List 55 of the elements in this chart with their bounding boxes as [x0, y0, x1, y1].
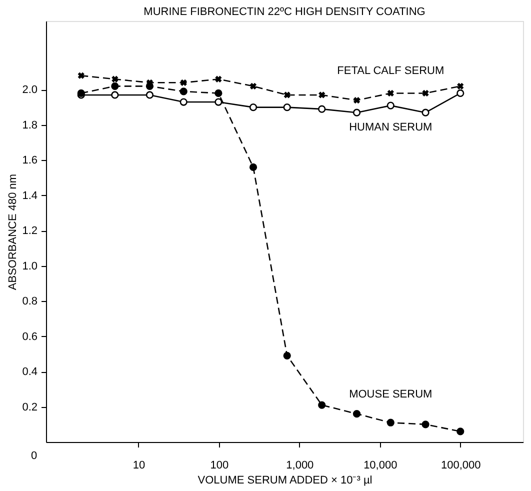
point	[386, 418, 394, 426]
x-tick-label: 10,000	[364, 460, 398, 472]
y-tick-label: 0.6	[22, 330, 38, 343]
point	[78, 72, 84, 79]
point	[352, 108, 361, 116]
y-axis-title: ABSORBANCE 480 nm	[7, 174, 20, 290]
y-tick-label: 0.8	[22, 296, 38, 308]
y-tick-label: 1.8	[22, 119, 38, 132]
point	[318, 401, 326, 409]
point	[386, 102, 394, 110]
point	[146, 82, 154, 90]
y-tick-label: 1.6	[22, 154, 38, 167]
point	[215, 76, 222, 82]
point	[180, 98, 188, 106]
y-tick-label: 2.0	[22, 84, 38, 96]
y-tick-label: 1.2	[22, 225, 38, 238]
point	[112, 76, 118, 82]
y-tick-label: 0.2	[22, 401, 38, 414]
x-tick-label: 100,000	[440, 460, 481, 472]
text: 0	[30, 450, 38, 462]
point	[214, 98, 222, 106]
point	[353, 96, 360, 104]
point	[422, 420, 430, 428]
point	[387, 90, 394, 97]
point	[146, 91, 154, 99]
x-tick-label: 1,000	[286, 460, 314, 472]
series-label: HUMAN SERUM	[349, 122, 432, 134]
point	[284, 92, 290, 98]
chart-title: MURINE FIBRONECTIN 22ºC HIGH DENSITY COATING	[144, 6, 426, 18]
point	[422, 108, 430, 116]
x-tick-label: 100	[210, 460, 229, 472]
point	[283, 352, 291, 360]
point	[111, 91, 119, 99]
point	[283, 104, 291, 112]
point	[180, 88, 188, 96]
point	[457, 82, 464, 90]
point	[180, 79, 187, 86]
y-tick-label: 0.4	[22, 366, 38, 378]
point	[249, 163, 258, 172]
point	[249, 104, 258, 112]
point	[456, 428, 464, 436]
point	[250, 82, 257, 90]
x-axis-title: VOLUME SERUM ADDED × 10⁻³ µl	[198, 474, 372, 486]
point	[111, 82, 119, 90]
point	[318, 92, 326, 98]
point	[318, 105, 326, 113]
point	[456, 89, 464, 98]
y-tick-label: 1.0	[22, 260, 38, 272]
point	[352, 410, 361, 418]
point	[214, 89, 222, 98]
y-tick-label: 1.4	[22, 190, 38, 202]
point	[422, 90, 429, 97]
series-label: MOUSE SERUM	[349, 388, 432, 401]
x-tick-label: 10	[132, 460, 146, 472]
series-label: FETAL CALF SERUM	[337, 65, 444, 78]
